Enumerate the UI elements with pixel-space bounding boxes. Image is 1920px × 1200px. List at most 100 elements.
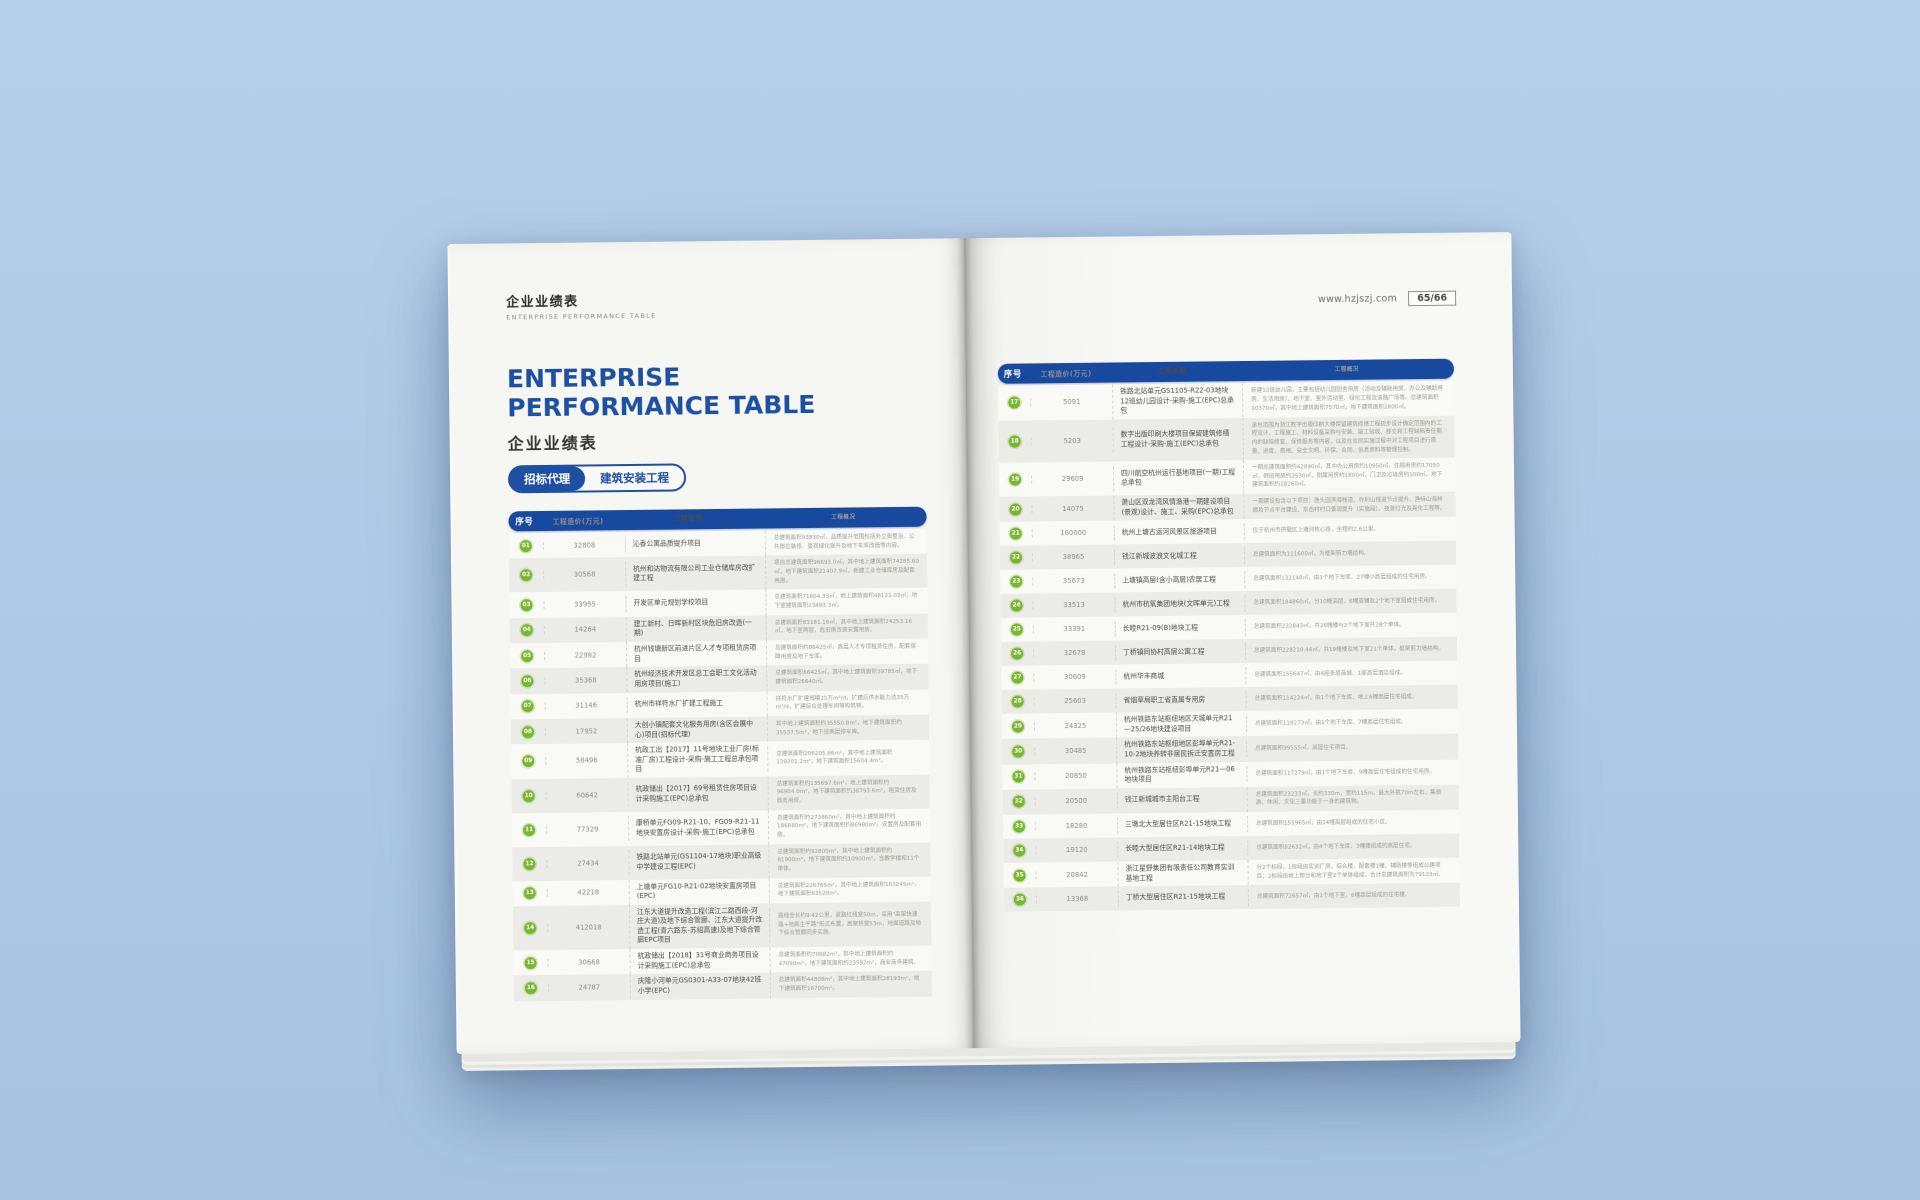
row-number-badge: 07	[521, 700, 534, 713]
row-number-badge: 33	[1012, 820, 1026, 833]
project-overview: 分2个标段，1标段由实训厂房、综合楼、配套楼1幢、辅助楼等组成公建项目；2标段由…	[1247, 857, 1460, 886]
row-number-badge: 03	[520, 599, 533, 612]
row-number-cell: 27	[1001, 666, 1033, 690]
tag-construction-installation: 建筑安装工程	[600, 470, 670, 486]
project-cost: 30609	[1033, 672, 1116, 682]
project-cost: 33513	[1032, 600, 1115, 610]
project-cost: 58496	[545, 756, 628, 766]
row-number-cell: 33	[1003, 814, 1035, 838]
project-overview: 总建筑面积132148㎡，由1个地下车库、27幢小高层组成的住宅用房。	[1244, 568, 1457, 588]
row-number-cell: 04	[510, 618, 544, 644]
row-number-badge: 31	[1012, 770, 1025, 783]
row-number-badge: 01	[519, 539, 532, 552]
project-cost: 412018	[547, 922, 630, 932]
row-number-cell: 22	[1000, 546, 1032, 570]
page-kicker: 企业业绩表 ENTERPRISE PERFORMANCE TABLE	[506, 290, 657, 322]
row-number-badge: 12	[523, 857, 536, 870]
row-number-cell: 34	[1003, 838, 1035, 862]
project-cost: 33391	[1032, 624, 1115, 634]
row-number-cell: 07	[511, 694, 545, 720]
project-cost: 38965	[1031, 552, 1115, 562]
project-cost: 160000	[1031, 528, 1114, 538]
project-cost: 32808	[542, 540, 625, 550]
row-number-badge: 16	[524, 982, 537, 995]
project-overview: 总建筑面积约70682m²，其中地上建筑面积约47090m²，地下建筑面积约23…	[769, 945, 932, 973]
row-number-cell: 06	[510, 668, 544, 694]
project-cost: 33955	[543, 600, 626, 609]
project-overview: 新建12班幼儿园，主要包括幼儿园园舍用房（活动及辅助用房、办公及辅助用房、生活用…	[1242, 380, 1455, 418]
website-url: www.hzjszj.com	[1317, 293, 1398, 306]
row-number-badge: 35	[1013, 869, 1026, 882]
project-cost: 30568	[543, 570, 626, 580]
table-row: 12 27434 铁路北站单元(GS1104-17地块)职业高级中学建设工程(EPC…	[512, 842, 931, 881]
row-number-cell: 11	[512, 813, 546, 847]
row-number-cell: 36	[1004, 888, 1036, 912]
project-cost: 20842	[1035, 870, 1118, 879]
project-name: 四川航空杭州运行基地项目(一期)工程总承包	[1112, 464, 1244, 492]
row-number-badge: 30	[1012, 745, 1025, 758]
kicker-subtitle: ENTERPRISE PERFORMANCE TABLE	[506, 311, 657, 322]
row-number-badge: 15	[524, 956, 537, 969]
column-header: 工程概况	[831, 514, 856, 521]
project-overview: 总建筑面积155965㎡，由14幢高层组成的住宅小区。	[1246, 813, 1460, 833]
project-cost: 22982	[544, 650, 627, 660]
project-overview: 项目总建筑面积96693.0㎡，其中地上建筑面积74285.60㎡，地下建筑面积…	[764, 553, 928, 590]
brochure-spread: 企业业绩表 ENTERPRISE PERFORMANCE TABLE ENTER…	[447, 231, 1521, 1062]
row-number-badge: 29	[1011, 720, 1024, 733]
project-cost: 20500	[1034, 796, 1117, 806]
row-number-badge: 04	[520, 624, 533, 637]
row-number-badge: 20	[1009, 503, 1022, 516]
project-cost: 24787	[547, 982, 630, 992]
project-name: 长睦R21-09(B)地块工程	[1114, 619, 1245, 637]
project-cost: 60642	[545, 790, 628, 800]
project-name: 杭州和达物流有限公司工业仓储库房改扩建工程	[625, 560, 766, 587]
row-number-badge: 25	[1010, 624, 1023, 637]
project-name: 杭州华丰商城	[1115, 667, 1246, 685]
project-cost: 31146	[544, 701, 627, 711]
row-number-cell: 35	[1003, 862, 1035, 888]
project-name: 杭政储出【2018】31号商业商务项目设计采购施工(EPC)总承包	[629, 947, 770, 975]
row-number-badge: 06	[521, 674, 534, 688]
project-name: 开发区单元规划学校项目	[625, 594, 766, 612]
table-row: 14 412018 江东大道提升改造工程(滨江二路西段-河庄大道)及地下综合管廊、江…	[512, 901, 932, 951]
project-cost: 32678	[1033, 648, 1116, 658]
row-number-cell: 19	[999, 463, 1031, 497]
project-name: 杭政储出【2017】69号租赁住房项目设计采购施工(EPC)总承包	[627, 780, 768, 808]
row-number-cell: 12	[512, 847, 546, 881]
row-number-badge: 09	[522, 755, 535, 768]
row-number-cell: 32	[1003, 789, 1035, 815]
project-name: 数字出版印刷大楼项目保留建筑修缮工程设计-采购-施工(EPC)总承包	[1112, 426, 1243, 453]
project-cost: 14075	[1031, 504, 1114, 514]
page-title: ENTERPRISE PERFORMANCE TABLE 企业业绩表	[507, 362, 816, 454]
project-overview: 总建筑面积约86425㎡，高层人才专项租赁住房，配套保障用房及地下车库。	[765, 638, 929, 666]
row-number-badge: 24	[1010, 600, 1023, 613]
table-row: 02 30568 杭州和达物流有限公司工业仓储库房改扩建工程 项目总建筑面积96693…	[508, 553, 928, 593]
row-number-badge: 05	[521, 649, 534, 662]
row-number-cell: 17	[998, 385, 1030, 420]
table-body: 17 5091 铁路北站单元GS1105-R22-03地块12班幼儿园设计-采购-施…	[998, 380, 1461, 912]
project-name: 浙江星野集团有限责任公司教育实训基地工程	[1117, 860, 1248, 887]
page-header-right: www.hzjszj.com 65/66	[1317, 290, 1457, 308]
row-number-badge: 22	[1009, 552, 1023, 565]
project-cost: 18280	[1035, 821, 1118, 831]
row-number-badge: 21	[1009, 528, 1022, 541]
table-row: 36 13368 丁桥大型居住区R21-15地块工程 总建筑面积72657㎡，由1个地…	[1003, 882, 1461, 912]
table-row: 19 29609 四川航空杭州运行基地项目(一期)工程总承包 一期总建筑面积约4289…	[998, 457, 1456, 497]
row-number-cell: 29	[1002, 714, 1034, 739]
table-row: 11 77329 康桥单元FG09-R21-10、FG09-R21-11地块安置房设…	[511, 808, 931, 848]
column-header: 序号	[515, 517, 534, 528]
category-tags: 招标代理 建筑安装工程	[507, 463, 687, 494]
project-name: 沁香公寓品质提升项目	[624, 535, 765, 553]
table-row: 10 60642 杭政储出【2017】69号租赁住房项目设计采购施工(EPC)总承包…	[511, 774, 930, 814]
project-overview: 总建筑面积82632㎡，由4个地下车库、3幢楼组成的高层住宅。	[1247, 837, 1460, 857]
column-header: 工程概况	[1334, 366, 1360, 373]
row-number-badge: 26	[1011, 648, 1024, 661]
title-chinese: 企业业绩表	[507, 433, 598, 454]
project-overview: 一期建设包含以下项目：渔头园滨海栈道、夺利山栈道节点提升、渔峙山海林廊及节点平台…	[1243, 491, 1456, 520]
project-overview: 总建筑面积232843㎡，共26幢楼与2个地下室共28个单体。	[1244, 616, 1457, 636]
row-number-cell: 09	[511, 744, 545, 779]
column-header: 工程名称	[1157, 366, 1187, 376]
row-number-cell: 15	[513, 950, 547, 976]
row-number-badge: 14	[524, 922, 537, 935]
row-number-badge: 36	[1013, 893, 1026, 906]
